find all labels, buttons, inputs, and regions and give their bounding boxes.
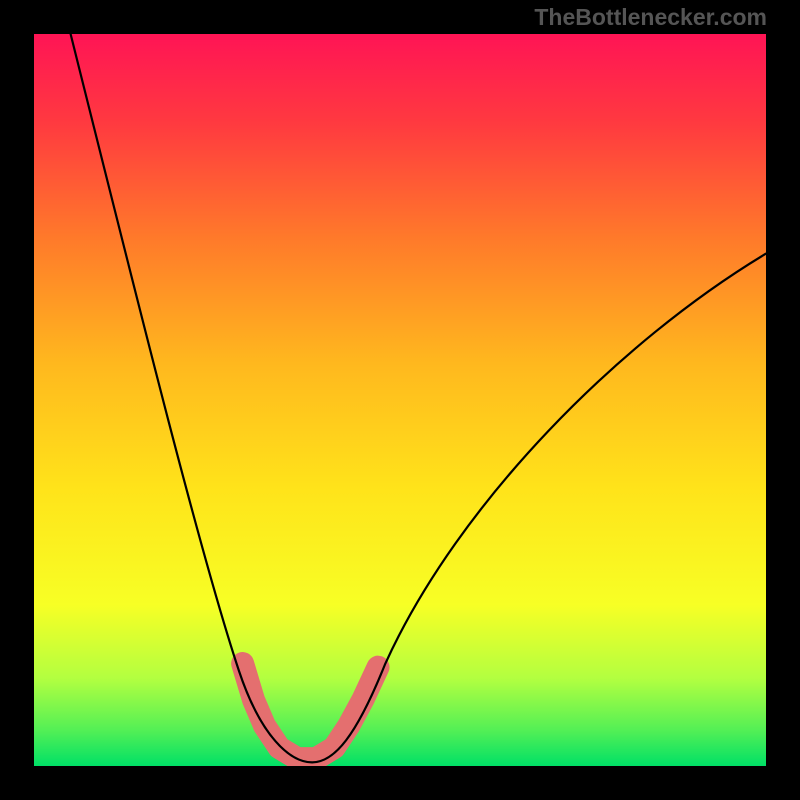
watermark-text: TheBottlenecker.com [534,4,767,31]
bottleneck-chart: TheBottlenecker.com [0,0,800,800]
plot-area [34,34,766,766]
chart-background [34,34,766,766]
